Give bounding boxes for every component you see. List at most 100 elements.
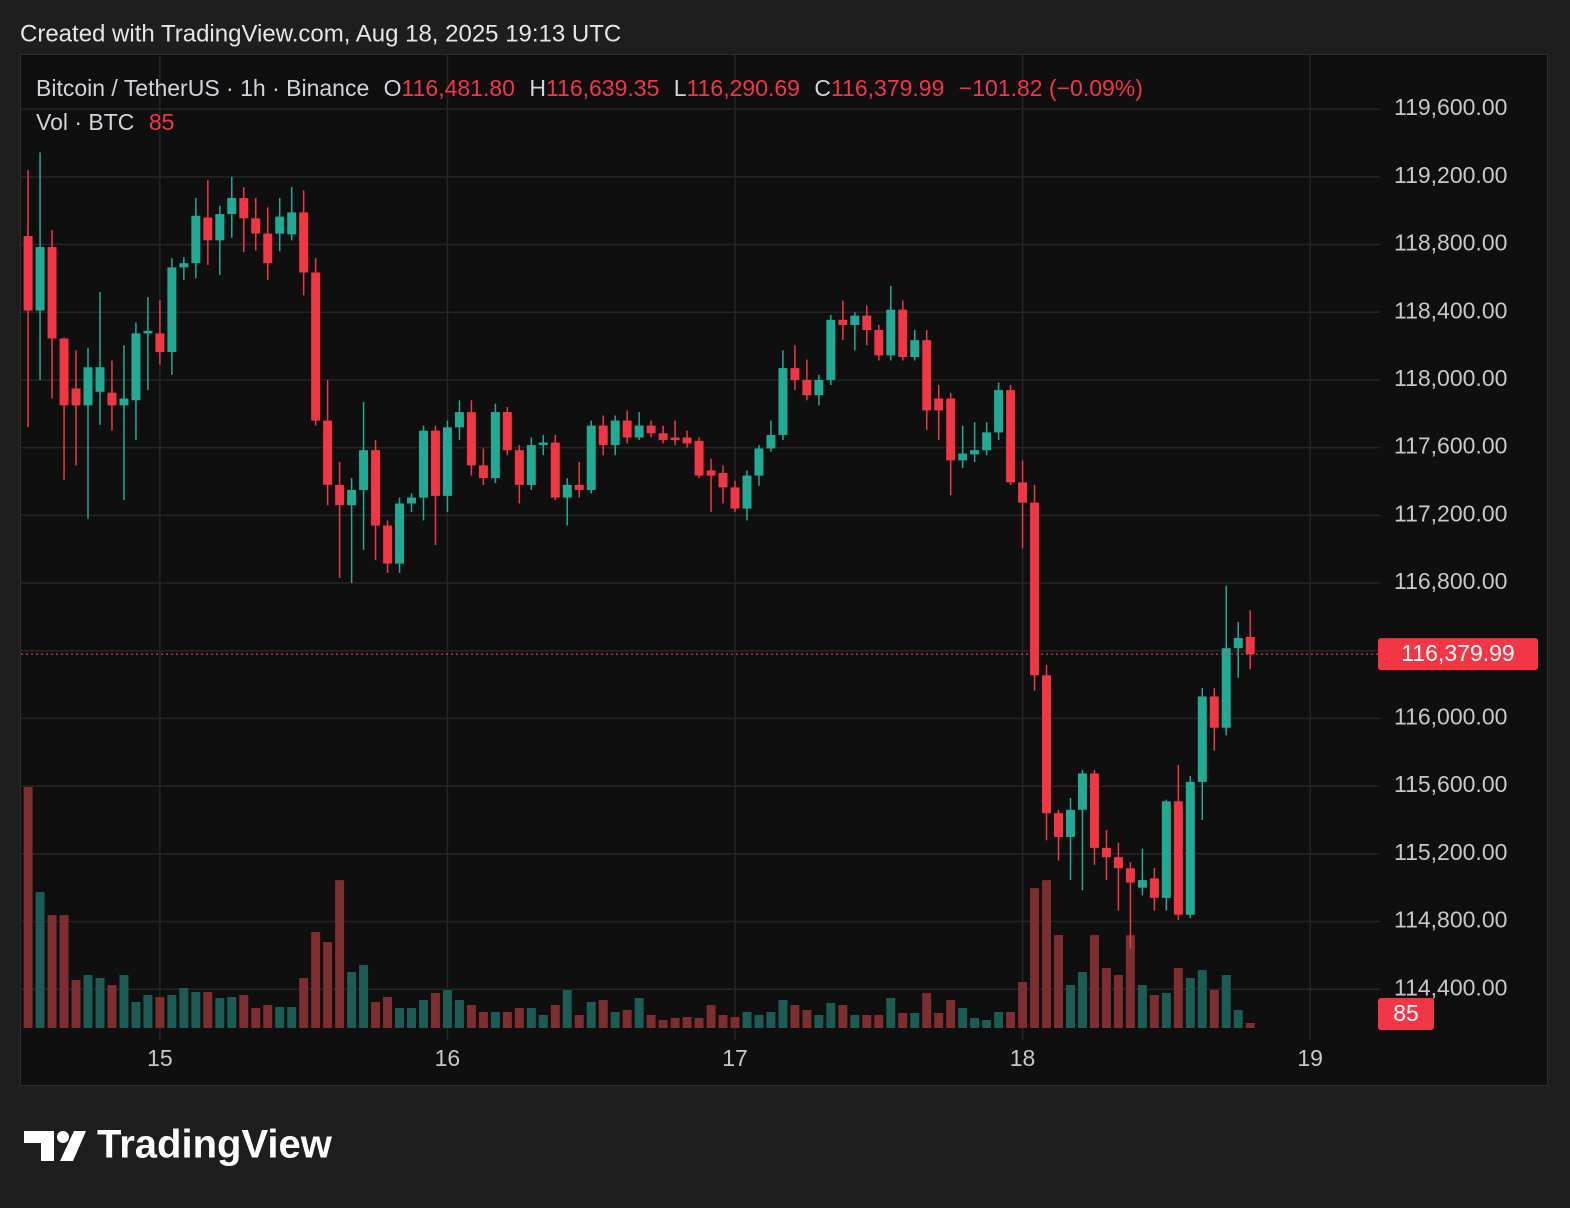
candle-body (754, 448, 764, 476)
candle-body (646, 425, 656, 434)
volume-bar (838, 1005, 848, 1028)
volume-bar (131, 1002, 141, 1028)
volume-bar (946, 1000, 956, 1028)
volume-bar (562, 990, 572, 1028)
volume-bar (47, 915, 57, 1028)
volume-bar (359, 965, 369, 1028)
candle-body (598, 425, 608, 446)
volume-bar (383, 997, 393, 1028)
chart-panel (20, 54, 1548, 1086)
candle-body (35, 247, 45, 311)
candle-body (1018, 482, 1028, 503)
volume-bar (922, 993, 932, 1028)
candle-body (574, 484, 584, 490)
x-tick-label: 17 (722, 1045, 748, 1071)
volume-bar (538, 1015, 548, 1028)
candle-body (191, 215, 201, 264)
volume-bar (347, 972, 357, 1028)
volume-bar (23, 787, 33, 1028)
candle-body (311, 272, 321, 421)
candle-body (107, 392, 117, 406)
y-tick-label: 117,600.00 (1394, 433, 1507, 459)
grid (21, 55, 1380, 1040)
volume-bar (275, 1007, 285, 1028)
volume-bar (718, 1015, 728, 1028)
candle-body (622, 420, 632, 438)
candle-body (1006, 390, 1016, 483)
volume-bar (1054, 935, 1063, 1028)
brand-logo: TradingView (24, 1123, 333, 1167)
candle-body (1161, 801, 1171, 898)
candle-body (742, 475, 752, 509)
volume-bar (742, 1012, 752, 1028)
volume-bar (263, 1005, 273, 1028)
volume-bar (1101, 968, 1111, 1028)
candle-body (83, 367, 93, 406)
volume-bar (934, 1013, 944, 1028)
candle-body (1233, 638, 1243, 649)
volume-bar (430, 993, 440, 1028)
volume-bar (982, 1020, 992, 1028)
volume-bar (1006, 1012, 1016, 1028)
volume-bar (287, 1007, 297, 1028)
logo-dot (57, 1131, 69, 1143)
legend: Bitcoin / TetherUS · 1h · Binance O116,4… (36, 75, 1143, 101)
volume-bar (646, 1015, 656, 1028)
candle-body (347, 489, 357, 506)
volume-bar (1113, 975, 1123, 1028)
x-tick-label: 19 (1297, 1045, 1323, 1071)
candle-body (946, 398, 956, 461)
volume-bar (1161, 993, 1171, 1028)
candle-body (1149, 878, 1159, 898)
volume-bar (371, 1002, 381, 1028)
y-tick-label: 116,800.00 (1394, 568, 1507, 594)
candle-body (898, 309, 908, 358)
y-tick-label: 114,400.00 (1394, 974, 1507, 1000)
volume-bar (514, 1008, 524, 1028)
candle-body (694, 440, 704, 476)
y-tick-label: 119,200.00 (1394, 162, 1507, 188)
volume-tag-label: 85 (1393, 1000, 1419, 1026)
volume-bar (862, 1015, 872, 1028)
volume-bar (1125, 935, 1135, 1028)
ohlc-value: 116,639.35 (546, 75, 659, 101)
ohlc-value: 116,481.80 (402, 75, 515, 101)
candle-body (131, 333, 141, 401)
y-tick-label: 118,000.00 (1394, 365, 1507, 391)
candle-body (1125, 868, 1135, 883)
volume-bar (598, 1000, 608, 1028)
candle-body (47, 247, 57, 339)
candle-body (335, 484, 345, 506)
volume-bar (95, 978, 105, 1028)
candle-body (407, 497, 416, 504)
volume-bar (143, 995, 153, 1028)
candle-body (934, 398, 944, 411)
candle-body (119, 398, 129, 406)
candle-body (1221, 648, 1231, 728)
candle-body (910, 340, 920, 358)
candle-body (323, 420, 333, 485)
ohlc-value: 116,379.99 (831, 75, 944, 101)
volume-bar (107, 985, 117, 1028)
volume-bar (71, 980, 81, 1028)
y-tick-label: 118,400.00 (1394, 297, 1507, 323)
overlays: 15 16 17 18 19 114,400.00 114,800.00 115,200.00… (21, 94, 1538, 1071)
volume-bar (802, 1010, 812, 1028)
candle-body (454, 412, 464, 428)
volume-bar (191, 992, 201, 1028)
candle-body (766, 434, 776, 449)
volume-bar (454, 1000, 464, 1028)
candle-body (550, 442, 560, 498)
candle-body (682, 437, 692, 444)
candle-body (922, 340, 932, 411)
candle-body (71, 388, 81, 406)
candle-body (586, 425, 596, 490)
volume-bar (814, 1015, 824, 1028)
candle-body (850, 315, 860, 325)
volume-bar (323, 942, 333, 1028)
ohlc-key: C (814, 75, 831, 101)
candle-body (886, 309, 896, 356)
y-tick-label: 117,200.00 (1394, 500, 1507, 526)
candle-body (359, 450, 369, 490)
volume-bar (419, 1000, 428, 1028)
